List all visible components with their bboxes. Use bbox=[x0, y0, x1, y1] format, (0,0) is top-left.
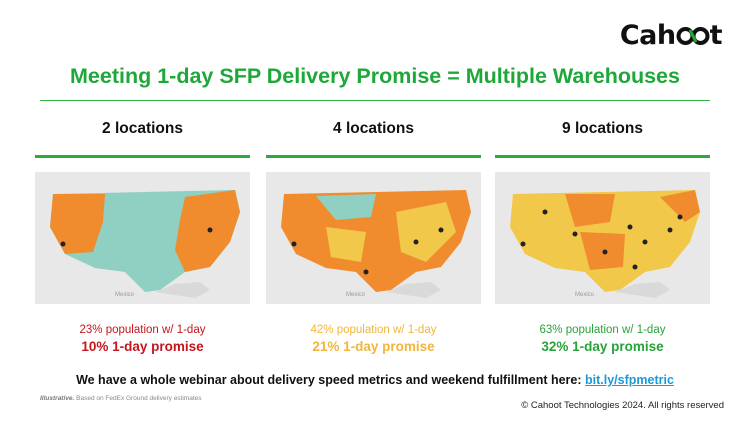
us-map-2-locations: Mexico bbox=[35, 172, 250, 304]
warehouse-pin-icon bbox=[642, 239, 648, 245]
population-stat: 63% population w/ 1-day bbox=[539, 324, 666, 336]
column-2-locations: 2 locations Mexico 23% population w/ 1-d… bbox=[35, 118, 250, 354]
warehouse-pin-icon bbox=[542, 209, 548, 215]
warehouse-pin-icon bbox=[677, 214, 683, 220]
illustrative-note: Illustrative. Based on FedEx Ground deli… bbox=[40, 395, 202, 402]
webinar-text: We have a whole webinar about delivery s… bbox=[76, 373, 586, 387]
warehouse-pin-icon bbox=[632, 264, 638, 270]
webinar-callout: We have a whole webinar about delivery s… bbox=[0, 373, 750, 387]
population-stat: 42% population w/ 1-day bbox=[310, 324, 437, 336]
cahoot-logo: Cah t bbox=[619, 20, 723, 51]
logo-text-start: Cah bbox=[619, 20, 676, 51]
column-divider bbox=[266, 155, 481, 158]
us-map-4-locations: Mexico bbox=[266, 172, 481, 304]
warehouse-pin-icon bbox=[520, 241, 526, 247]
logo-infinity-icon bbox=[676, 27, 710, 45]
warehouse-pin-icon bbox=[207, 227, 213, 233]
warehouse-pin-icon bbox=[602, 249, 608, 255]
warehouse-pin-icon bbox=[413, 239, 419, 245]
warehouse-pin-icon bbox=[363, 269, 369, 275]
logo-text-end: t bbox=[709, 20, 723, 51]
column-divider bbox=[495, 155, 710, 158]
webinar-link[interactable]: bit.ly/sfpmetric bbox=[585, 373, 674, 387]
population-stat: 23% population w/ 1-day bbox=[79, 324, 206, 336]
warehouse-pin-icon bbox=[572, 231, 578, 237]
note-bold: Illustrative. bbox=[40, 395, 75, 402]
warehouse-pin-icon bbox=[438, 227, 444, 233]
slide-title: Meeting 1-day SFP Delivery Promise = Mul… bbox=[70, 64, 680, 88]
column-heading: 2 locations bbox=[102, 120, 183, 137]
promise-stat: 32% 1-day promise bbox=[541, 339, 664, 354]
warehouse-pin-icon bbox=[667, 227, 673, 233]
promise-stat: 21% 1-day promise bbox=[312, 339, 435, 354]
column-heading: 9 locations bbox=[562, 120, 643, 137]
copyright: © Cahoot Technologies 2024. All rights r… bbox=[521, 400, 724, 411]
warehouse-pin-icon bbox=[291, 241, 297, 247]
promise-stat: 10% 1-day promise bbox=[81, 339, 204, 354]
map-label-mexico: Mexico bbox=[346, 292, 366, 298]
column-divider bbox=[35, 155, 250, 158]
warehouse-pin-icon bbox=[627, 224, 633, 230]
column-4-locations: 4 locations Mexico 42% population w/ 1-d… bbox=[266, 118, 481, 354]
us-map-9-locations: Mexico bbox=[495, 172, 710, 304]
map-label-mexico: Mexico bbox=[115, 292, 135, 298]
column-9-locations: 9 locations Mexico bbox=[495, 118, 710, 354]
title-divider bbox=[40, 100, 710, 101]
note-text: Based on FedEx Ground delivery estimates bbox=[74, 395, 202, 402]
warehouse-pin-icon bbox=[60, 241, 66, 247]
column-heading: 4 locations bbox=[333, 120, 414, 137]
map-label-mexico: Mexico bbox=[575, 292, 595, 298]
